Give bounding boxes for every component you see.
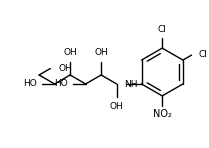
Text: OH: OH (110, 102, 124, 111)
Text: NO₂: NO₂ (153, 109, 172, 119)
Text: OH: OH (58, 64, 72, 73)
Text: HO: HO (23, 79, 37, 89)
Text: NH: NH (124, 81, 137, 89)
Text: OH: OH (94, 48, 108, 57)
Text: Cl: Cl (158, 25, 167, 34)
Text: Cl: Cl (199, 50, 207, 59)
Text: HO: HO (54, 79, 68, 89)
Text: OH: OH (63, 48, 77, 57)
